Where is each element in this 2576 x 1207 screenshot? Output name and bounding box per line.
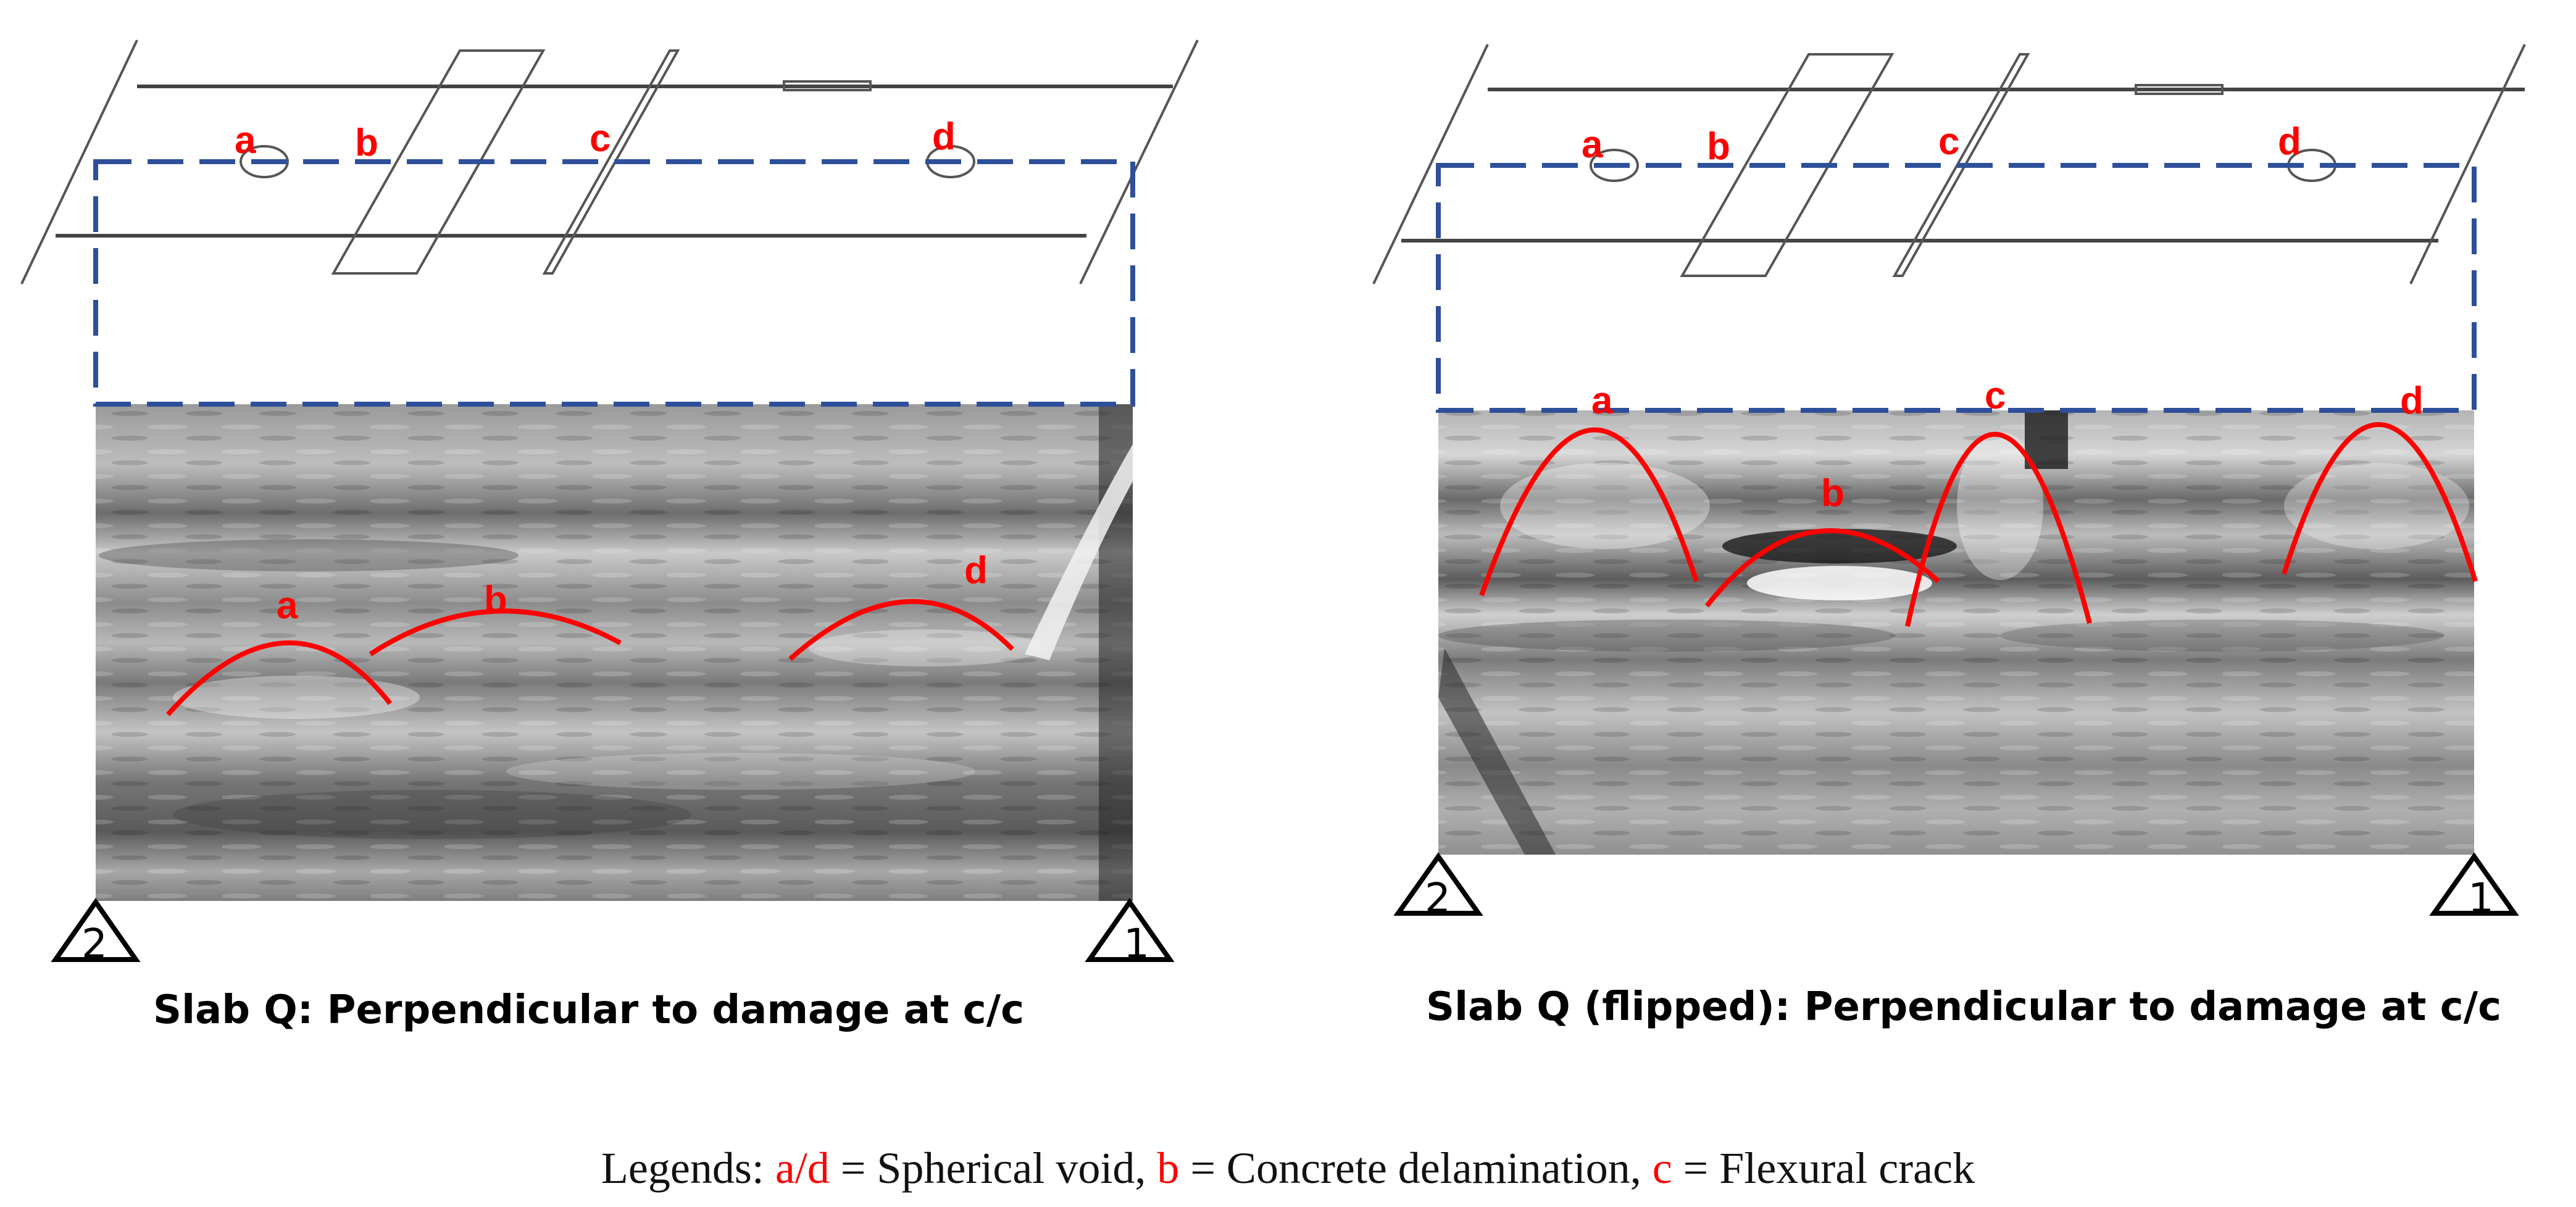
radargram-labels-right: a b c d xyxy=(1591,375,2424,515)
legend-value-delamination: = Concrete delamination, xyxy=(1179,1143,1653,1193)
radargram-left xyxy=(96,404,1133,901)
radargram-label-a-right: a xyxy=(1591,380,1613,422)
hyperbola-c-right xyxy=(1905,431,2092,627)
dashed-box-left xyxy=(93,159,1135,407)
dashed-box-right xyxy=(1436,163,2477,413)
sketch-label-a: a xyxy=(235,119,256,162)
hyperbola-b-right xyxy=(1704,528,1940,608)
legend-value-crack: = Flexural crack xyxy=(1672,1143,1975,1193)
support-label-2-left: 2 xyxy=(81,920,107,968)
hyperbola-d-right xyxy=(2282,422,2478,583)
hyperbola-d-left xyxy=(788,599,1014,661)
support-label-1-left: 1 xyxy=(1123,920,1149,968)
radargram-label-d-right: d xyxy=(2400,380,2424,422)
right-panel: a b c d a b c d xyxy=(1372,44,2526,922)
support-1-right: 1 xyxy=(2429,852,2519,922)
sketch-labels-right: a b c d xyxy=(1582,120,2301,168)
legend-key-void: a/d xyxy=(775,1143,830,1193)
hyperbola-a-right xyxy=(1479,427,1699,597)
hyperbola-b-left xyxy=(369,608,622,657)
sketch-labels-left: a b c d xyxy=(235,115,956,164)
support-label-2-right: 2 xyxy=(1425,874,1451,922)
support-label-1-right: 1 xyxy=(2468,874,2494,922)
sketch-label-d-right: d xyxy=(2278,120,2301,163)
legend-key-delamination: b xyxy=(1157,1143,1180,1193)
radargram-label-b-left: b xyxy=(484,579,507,621)
radargram-labels-left: a b d xyxy=(277,549,988,627)
sketch-label-d: d xyxy=(932,115,956,158)
radargram-label-c-right: c xyxy=(1985,375,2006,417)
panel-title-left: Slab Q: Perpendicular to damage at c/c xyxy=(153,987,1024,1033)
left-panel: a b c d a b d xyxy=(20,39,1199,968)
support-1-left: 1 xyxy=(1085,898,1175,968)
sketch-label-a-right: a xyxy=(1582,123,1603,166)
legend-prefix: Legends: xyxy=(601,1143,775,1193)
sketch-label-c: c xyxy=(590,117,611,160)
hyperbolas-right xyxy=(1479,422,2478,627)
radargram-label-a-left: a xyxy=(277,584,298,627)
support-2-right: 2 xyxy=(1393,852,1483,922)
sketch-label-c-right: c xyxy=(1938,120,1959,163)
legend: Legends: a/d = Spherical void, b = Concr… xyxy=(0,1143,2576,1194)
legend-key-crack: c xyxy=(1652,1143,1672,1193)
radargram-label-b-right: b xyxy=(1821,472,1844,515)
sketch-label-b-right: b xyxy=(1707,125,1730,168)
support-2-left: 2 xyxy=(51,898,141,968)
sketch-label-b: b xyxy=(355,122,378,164)
legend-value-void: = Spherical void, xyxy=(829,1143,1157,1193)
panel-title-right: Slab Q (flipped): Perpendicular to damag… xyxy=(1426,984,2501,1030)
radargram-label-d-left: d xyxy=(964,549,988,592)
hyperbola-a-left xyxy=(166,640,393,716)
hyperbolas-left xyxy=(166,599,1014,716)
radargram-right xyxy=(1438,410,2474,855)
slab-sketch-left xyxy=(20,39,1199,284)
slab-sketch-right xyxy=(1372,44,2526,284)
